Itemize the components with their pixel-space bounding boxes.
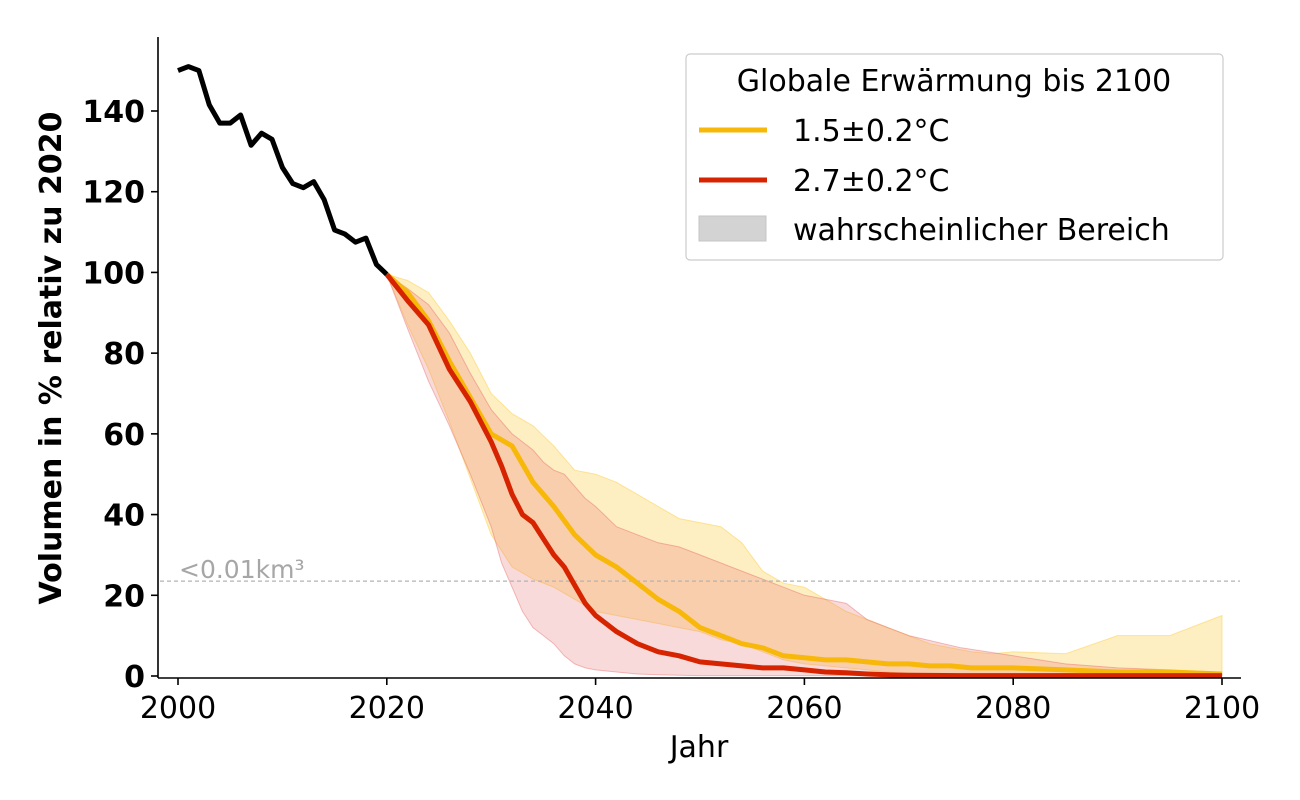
legend: Globale Erwärmung bis 2100 1.5±0.2°C 2.7±0…	[685, 53, 1224, 261]
legend-box	[685, 53, 1224, 261]
y-axis-label: Volumen in % relativ zu 2020	[34, 112, 69, 605]
series-line-2-7	[384, 272, 1222, 679]
x-tick-label-2020: 2020	[349, 691, 425, 726]
x-tick-label-2000: 2000	[140, 691, 216, 726]
y-tick-label-140: 140	[82, 95, 145, 130]
y-tick-label-60: 60	[103, 418, 145, 453]
y-tick-label-20: 20	[103, 579, 145, 614]
y-tick-label-100: 100	[82, 256, 145, 291]
x-axis-label: Jahr	[668, 730, 729, 765]
series-line-1-5	[385, 272, 1223, 677]
band-series-1	[385, 273, 1223, 677]
plot-area: <0.01km³	[160, 64, 1240, 679]
historical-line	[177, 64, 389, 277]
x-tick-label-2080: 2080	[975, 691, 1051, 726]
y-tick-label-80: 80	[103, 337, 145, 372]
x-tick-label-2100: 2100	[1184, 691, 1260, 726]
x-tick-label-2040: 2040	[557, 691, 633, 726]
legend-label-2: 2.7±0.2°C	[793, 164, 950, 199]
threshold-label: <0.01km³	[179, 555, 304, 584]
y-tick-label-0: 0	[124, 660, 145, 695]
legend-swatch-range	[698, 215, 767, 242]
y-tick-label-120: 120	[82, 176, 145, 211]
legend-label-1: 1.5±0.2°C	[793, 114, 950, 149]
x-tick-label-2060: 2060	[766, 691, 842, 726]
legend-label-range: wahrscheinlicher Bereich	[793, 213, 1170, 248]
band-series-2	[385, 273, 1223, 677]
legend-title: Globale Erwärmung bis 2100	[737, 64, 1171, 99]
y-tick-label-40: 40	[103, 499, 145, 534]
